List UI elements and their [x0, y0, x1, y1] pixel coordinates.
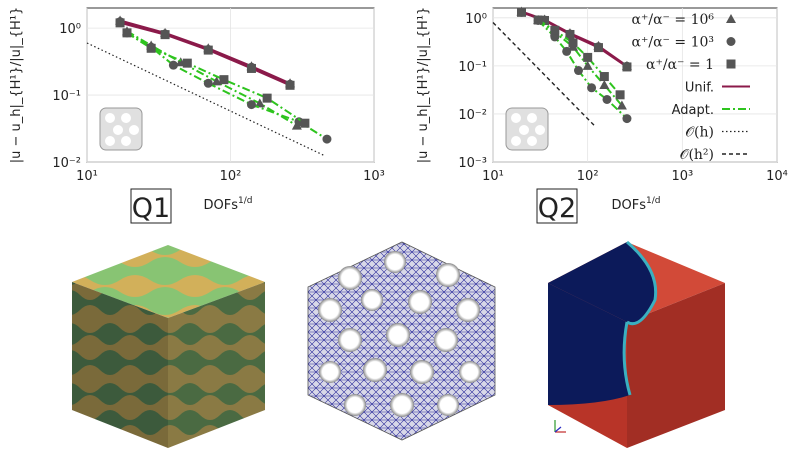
field-interface: [622, 321, 632, 396]
data-point: [115, 18, 125, 28]
legend-label: 𝒪(h²): [680, 147, 714, 163]
legend-label: 𝒪(h): [685, 125, 714, 141]
chart-q2: 10¹ 10² 10³ 10⁴ 10⁻³ 10⁻² 10⁻¹ 10⁰ |u − u_h|_{H…: [416, 6, 788, 224]
field-interface: [626, 240, 658, 326]
data-point: [573, 66, 583, 76]
data-point: [565, 29, 575, 39]
data-point: [622, 62, 632, 72]
data-point: [246, 100, 256, 110]
gyroid-inset: [505, 107, 549, 151]
series-group: [86, 15, 332, 157]
x-tick-label: 10⁴: [766, 169, 788, 184]
solution-field-cube: [548, 240, 725, 448]
data-point: [582, 60, 593, 70]
legend-label: Unif.: [685, 81, 714, 96]
y-tick-label: 10⁻¹: [458, 60, 487, 75]
cube-right-face: [168, 282, 265, 448]
data-point: [182, 58, 192, 68]
data-point: [254, 98, 265, 108]
data-point: [211, 76, 222, 86]
x-tick-label: 10³: [671, 169, 693, 184]
x-axis-label: DOFs1/d: [204, 196, 253, 213]
data-point: [583, 52, 593, 62]
data-point: [516, 7, 526, 17]
data-point: [262, 93, 272, 103]
series-adapt-triangle: [126, 30, 298, 127]
legend-marker: [726, 14, 736, 23]
field-right-face: [627, 283, 725, 448]
y-tick-label: 10⁰: [465, 12, 487, 27]
data-point: [540, 15, 550, 25]
x-tick-label: 10¹: [482, 169, 504, 184]
data-point: [550, 25, 560, 35]
data-point: [616, 100, 627, 110]
data-point: [622, 114, 632, 124]
y-tick-label: 10⁻²: [52, 156, 81, 171]
field-blue-top: [548, 242, 656, 324]
reference-order2: [492, 22, 596, 127]
x-tick-label: 10¹: [76, 169, 98, 184]
y-tick-label: 10⁻¹: [52, 89, 81, 104]
tag-box: [536, 188, 578, 224]
chart-q1: 10¹ 10² 10³ 10⁻² 10⁻¹ 10⁰ |u − u_h|_{H¹}/|u|_…: [9, 7, 385, 224]
tick-labels: 10¹ 10² 10³ 10⁻² 10⁻¹ 10⁰: [52, 22, 385, 184]
grid: [86, 8, 375, 163]
data-point: [203, 78, 213, 88]
cube-left-face: [72, 282, 168, 448]
data-point: [146, 43, 156, 53]
wavy-striped-cube: [72, 245, 265, 448]
data-point: [203, 45, 213, 55]
data-point: [615, 90, 625, 100]
series-group: [492, 6, 632, 127]
data-point: [322, 134, 332, 144]
legend-label: Adapt.: [672, 103, 714, 118]
data-point: [593, 43, 603, 53]
data-point: [122, 28, 132, 38]
x-tick-label: 10²: [577, 169, 599, 184]
y-tick-label: 10⁻³: [458, 156, 487, 171]
data-point: [568, 38, 578, 48]
cube-top-face: [72, 245, 265, 318]
tag-box: [130, 188, 172, 224]
legend: α⁺/α⁻ = 10⁶ α⁺/α⁻ = 10³ α⁺/α⁻ = 1 Unif. Adap…: [632, 12, 750, 163]
data-point: [246, 63, 256, 73]
axis-triad-icon: [554, 420, 566, 433]
data-point: [285, 80, 295, 90]
chart-tag: Q2: [538, 193, 576, 224]
data-point: [602, 94, 612, 104]
data-point: [599, 80, 610, 89]
mesh-holes: [318, 251, 481, 417]
legend-label: α⁺/α⁻ = 1: [646, 57, 714, 73]
legend-marker: [726, 59, 736, 69]
data-point: [160, 30, 170, 40]
data-point: [599, 72, 609, 82]
field-blue-side: [548, 283, 630, 405]
y-axis-label: |u − u_h|_{H¹}/|u|_{H¹}: [416, 7, 431, 164]
data-point: [587, 83, 597, 93]
y-tick-label: 10⁰: [59, 22, 81, 37]
data-point: [168, 60, 178, 70]
chart-tag: Q1: [132, 193, 170, 224]
tick-labels: 10¹ 10² 10³ 10⁴ 10⁻³ 10⁻² 10⁻¹ 10⁰: [458, 12, 788, 184]
y-axis-label: |u − u_h|_{H¹}/|u|_{H¹}: [9, 7, 24, 164]
gyroid-inset: [99, 107, 143, 151]
legend-label: α⁺/α⁻ = 10³: [632, 35, 714, 51]
data-point: [562, 46, 572, 56]
x-tick-label: 10²: [220, 169, 242, 184]
legend-label: α⁺/α⁻ = 10⁶: [632, 12, 715, 28]
data-point: [219, 75, 229, 85]
legend-marker: [726, 37, 736, 46]
y-tick-label: 10⁻²: [458, 108, 487, 123]
gyroid-mesh-cube: [307, 241, 496, 441]
x-tick-label: 10³: [363, 169, 385, 184]
data-point: [533, 15, 543, 25]
x-axis-label: DOFs1/d: [612, 196, 661, 213]
data-point: [300, 118, 310, 128]
